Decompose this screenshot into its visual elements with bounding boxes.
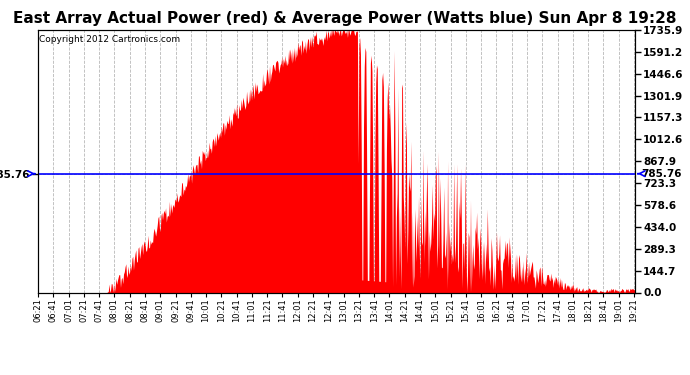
Text: Copyright 2012 Cartronics.com: Copyright 2012 Cartronics.com bbox=[39, 35, 180, 44]
Text: East Array Actual Power (red) & Average Power (Watts blue) Sun Apr 8 19:28: East Array Actual Power (red) & Average … bbox=[13, 11, 677, 26]
Text: 785.76: 785.76 bbox=[642, 169, 682, 178]
